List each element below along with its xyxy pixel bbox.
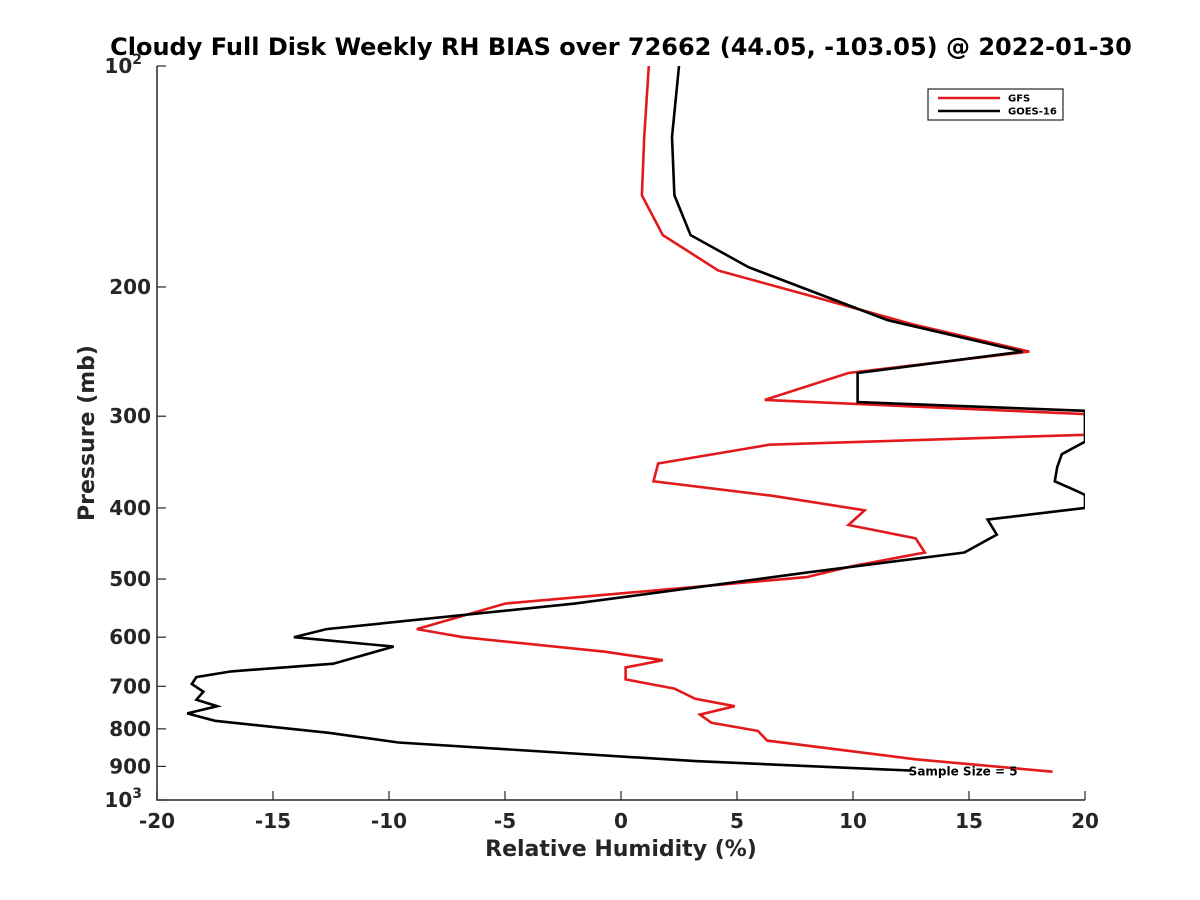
y-tick-label: 600 (109, 625, 151, 649)
legend-label: GOES-16 (1008, 107, 1057, 118)
series-layer (186, 66, 1085, 773)
y-tick-label: 400 (109, 496, 151, 520)
series-line-gfs (416, 66, 1085, 773)
axes-frame (156, 66, 1085, 801)
y-tick-label: 900 (109, 754, 151, 778)
legend-label: GFS (1008, 94, 1030, 105)
x-tick-label: 5 (730, 809, 744, 833)
y-tick-label: 700 (109, 674, 151, 698)
x-tick-label: 10 (839, 809, 867, 833)
y-tick-label: 300 (109, 404, 151, 428)
x-axis-label: Relative Humidity (%) (485, 837, 757, 862)
x-tick-label: 0 (614, 809, 628, 833)
chart-title: Cloudy Full Disk Weekly RH BIAS over 726… (110, 33, 1132, 61)
x-tick-label: -5 (494, 809, 516, 833)
y-tick-label: 800 (109, 717, 151, 741)
y-tick-label: 200 (109, 275, 151, 299)
sample-size-annotation: Sample Size = 5 (909, 765, 1018, 779)
x-tick-label: 20 (1071, 809, 1099, 833)
x-tick-label: -20 (139, 809, 175, 833)
x-tick-label: -10 (371, 809, 407, 833)
legend-box (927, 88, 1064, 121)
x-tick-label: -15 (255, 809, 291, 833)
y-tick-label: 500 (109, 567, 151, 591)
x-tick-label: 15 (955, 809, 983, 833)
annotations: Sample Size = 5 (909, 765, 1018, 779)
y-axis-label: Pressure (mb) (75, 345, 100, 521)
legend: GFS GOES-16 (927, 88, 1064, 121)
series-line-goes-16 (186, 66, 1085, 772)
y-tick-label: 102 (104, 52, 142, 78)
y-tick-label: 103 (104, 786, 142, 812)
x-axis-ticks: -20 -15 -10 -5 0 5 10 15 20 (139, 791, 1099, 833)
